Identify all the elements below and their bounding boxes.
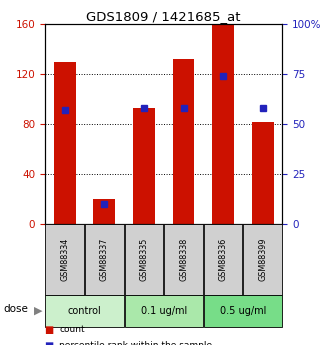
Bar	[204, 224, 242, 295]
Text: percentile rank within the sample: percentile rank within the sample	[59, 341, 213, 345]
Bar	[164, 224, 203, 295]
Bar	[93, 199, 115, 224]
Bar	[204, 295, 282, 327]
Bar	[45, 295, 124, 327]
Bar	[252, 122, 273, 224]
Bar	[125, 295, 203, 327]
Text: GSM88337: GSM88337	[100, 238, 109, 281]
Text: dose: dose	[3, 304, 28, 314]
Text: count: count	[59, 325, 85, 335]
Bar	[133, 108, 155, 224]
Bar	[243, 224, 282, 295]
Bar	[85, 224, 124, 295]
Bar	[54, 62, 76, 224]
Bar	[125, 224, 163, 295]
Title: GDS1809 / 1421685_at: GDS1809 / 1421685_at	[86, 10, 241, 23]
Text: control: control	[68, 306, 101, 316]
Text: GSM88336: GSM88336	[219, 238, 228, 281]
Text: ■: ■	[45, 325, 57, 335]
Text: 0.5 ug/ml: 0.5 ug/ml	[220, 306, 266, 316]
Text: GSM88335: GSM88335	[139, 238, 148, 281]
Text: GSM88399: GSM88399	[258, 238, 267, 282]
Bar	[45, 224, 84, 295]
Text: ■: ■	[45, 341, 57, 345]
Bar	[212, 24, 234, 224]
Text: GSM88334: GSM88334	[60, 238, 69, 281]
Text: GSM88338: GSM88338	[179, 238, 188, 281]
Text: 0.1 ug/ml: 0.1 ug/ml	[141, 306, 187, 316]
Bar	[173, 59, 195, 224]
Text: ▶: ▶	[34, 306, 42, 316]
